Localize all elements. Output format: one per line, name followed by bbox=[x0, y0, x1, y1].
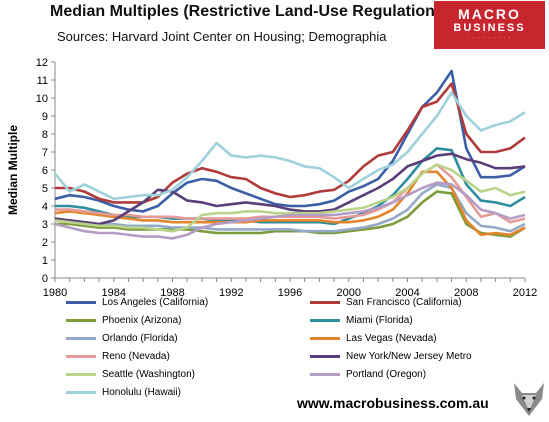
legend-label: Los Angeles (California) bbox=[102, 297, 209, 308]
legend-item: Honolulu (Hawaii) bbox=[66, 387, 181, 398]
legend-swatch bbox=[66, 391, 96, 394]
x-tick-label: 1988 bbox=[160, 287, 184, 299]
legend-swatch bbox=[310, 301, 340, 304]
legend-item: Miami (Florida) bbox=[310, 315, 413, 326]
legend-swatch bbox=[310, 355, 340, 358]
x-tick-label: 1984 bbox=[102, 287, 126, 299]
legend-swatch bbox=[66, 301, 96, 304]
legend-label: Orlando (Florida) bbox=[102, 333, 178, 344]
legend-label: Phoenix (Arizona) bbox=[102, 315, 182, 326]
legend-swatch bbox=[66, 373, 96, 376]
legend-swatch bbox=[66, 319, 96, 322]
y-tick-label: 9 bbox=[42, 111, 48, 123]
legend-label: Las Vegas (Nevada) bbox=[346, 333, 437, 344]
y-tick-label: 7 bbox=[42, 147, 48, 159]
legend-label: Miami (Florida) bbox=[346, 315, 413, 326]
y-tick-label: 3 bbox=[42, 219, 48, 231]
legend-label: Seattle (Washington) bbox=[102, 369, 196, 380]
series-line-6 bbox=[55, 163, 526, 224]
x-tick-label: 2004 bbox=[395, 287, 419, 299]
series-line-10 bbox=[53, 91, 526, 201]
legend-label: Reno (Nevada) bbox=[102, 351, 170, 362]
chart-subtitle: Sources: Harvard Joint Center on Housing… bbox=[57, 29, 387, 44]
series-line-0 bbox=[54, 69, 526, 213]
x-tick-label: 2000 bbox=[337, 287, 361, 299]
legend-label: Portland (Oregon) bbox=[346, 369, 427, 380]
y-tick-label: 11 bbox=[37, 75, 48, 87]
y-tick-label: 1 bbox=[42, 255, 48, 267]
logo-line1: MACRO bbox=[458, 6, 521, 22]
series-line-1 bbox=[55, 82, 526, 204]
legend-swatch bbox=[310, 319, 340, 322]
series-line-4 bbox=[55, 183, 526, 233]
y-tick-label: 4 bbox=[42, 201, 48, 213]
legend-swatch bbox=[310, 337, 340, 340]
footer-url[interactable]: www.macrobusiness.com.au bbox=[297, 395, 489, 411]
y-tick-label: 0 bbox=[42, 273, 48, 285]
legend-label: New York/New Jersey Metro bbox=[346, 351, 472, 362]
series-line-7 bbox=[54, 152, 526, 226]
x-tick-label: 1996 bbox=[278, 287, 302, 299]
y-tick-label: 6 bbox=[42, 165, 48, 177]
legend-swatch bbox=[310, 373, 340, 376]
series-line-9 bbox=[54, 181, 526, 240]
legend-swatch bbox=[66, 337, 96, 340]
legend-item: Los Angeles (California) bbox=[66, 297, 208, 308]
x-tick-label: 1980 bbox=[43, 287, 67, 299]
legend-swatch bbox=[66, 355, 96, 358]
macrobusiness-logo: MACRO BUSINESS · · · · · · · · · bbox=[434, 1, 545, 49]
x-tick-label: 2008 bbox=[454, 287, 478, 299]
legend-item: Seattle (Washington) bbox=[66, 369, 195, 380]
y-tick-label: 2 bbox=[42, 237, 48, 249]
legend-item: San Francisco (California) bbox=[310, 297, 462, 308]
legend-item: Portland (Oregon) bbox=[310, 369, 426, 380]
series-line-8 bbox=[54, 163, 526, 233]
legend-item: New York/New Jersey Metro bbox=[310, 351, 472, 362]
legend-item: Las Vegas (Nevada) bbox=[310, 333, 437, 344]
logo-line3: · · · · · · · · · bbox=[467, 35, 512, 41]
legend-item: Orlando (Florida) bbox=[66, 333, 178, 344]
y-tick-label: 8 bbox=[42, 129, 48, 141]
y-tick-label: 5 bbox=[42, 183, 48, 195]
y-tick-label: 12 bbox=[36, 57, 48, 69]
legend-label: San Francisco (California) bbox=[346, 297, 462, 308]
legend-item: Phoenix (Arizona) bbox=[66, 315, 181, 326]
x-tick-label: 1992 bbox=[219, 287, 243, 299]
y-tick-label: 10 bbox=[36, 93, 48, 105]
x-tick-label: 2012 bbox=[513, 287, 537, 299]
series-line-2 bbox=[55, 190, 526, 238]
wolf-icon bbox=[514, 383, 544, 416]
y-axis-label: Median Multiple bbox=[6, 125, 20, 215]
chart-title: Median Multiples (Restrictive Land-Use R… bbox=[50, 3, 441, 20]
legend-item: Reno (Nevada) bbox=[66, 351, 170, 362]
logo-line2: BUSINESS bbox=[453, 22, 526, 34]
legend-label: Honolulu (Hawaii) bbox=[102, 387, 181, 398]
